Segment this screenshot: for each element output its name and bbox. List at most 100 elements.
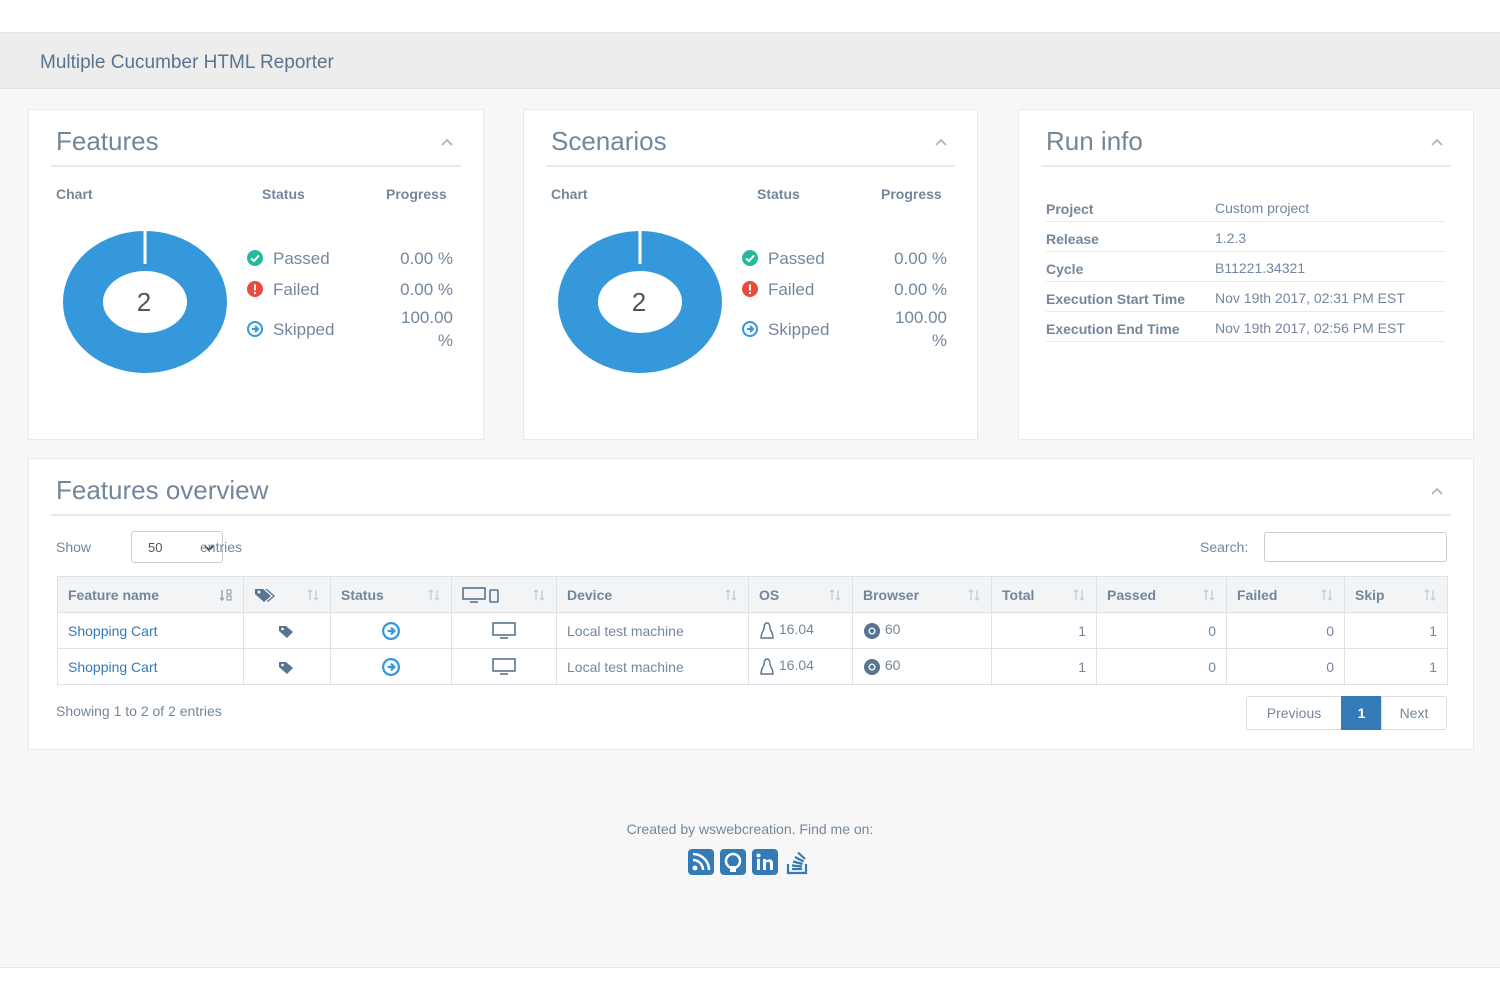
skip-cell: 1 — [1344, 612, 1448, 649]
run-info-value: Nov 19th 2017, 02:31 PM EST — [1215, 290, 1405, 306]
chart-column-header: Chart — [56, 186, 93, 202]
sort-icon — [1073, 589, 1085, 601]
progress-column-header: Progress — [881, 186, 942, 202]
exclamation-circle-icon — [247, 280, 263, 297]
sort-icon — [428, 589, 440, 601]
chevron-up-icon[interactable] — [441, 136, 453, 148]
os-cell: 16.04 — [748, 648, 853, 685]
arrow-circle-right-icon — [382, 657, 400, 676]
linux-icon — [760, 657, 774, 675]
browser-cell: 60 — [852, 612, 992, 649]
run-info-key: Project — [1046, 201, 1094, 217]
arrow-circle-right-icon — [382, 621, 400, 640]
run-info-panel-divider — [1041, 165, 1451, 167]
features-panel-divider — [51, 165, 461, 167]
sort-icon — [533, 589, 545, 601]
column-header-device[interactable]: Device — [556, 576, 749, 613]
skipped-percentage-value: 100.00 — [401, 308, 453, 327]
chevron-up-icon[interactable] — [935, 136, 947, 148]
check-circle-icon — [247, 249, 263, 266]
column-header-os[interactable]: OS — [748, 576, 853, 613]
features-overview-divider — [51, 514, 1451, 516]
failed-cell: 0 — [1226, 648, 1345, 685]
next-page-button[interactable]: Next — [1381, 696, 1447, 730]
scenarios-total-count: 2 — [631, 287, 647, 317]
chrome-icon — [864, 658, 880, 675]
total-cell: 1 — [991, 612, 1097, 649]
sort-icon — [1203, 589, 1215, 601]
run-info-value: B11221.34321 — [1215, 260, 1306, 276]
column-header-label: Feature name — [68, 586, 160, 603]
chevron-down-icon — [204, 545, 214, 552]
passed-status: Passed — [742, 249, 825, 269]
linkedin-icon[interactable] — [752, 849, 778, 875]
scenarios-panel-title: Scenarios — [551, 126, 667, 156]
check-circle-icon — [742, 249, 758, 266]
chevron-up-icon[interactable] — [1431, 136, 1443, 148]
tags-cell — [243, 612, 331, 649]
entries-per-page-value: 50 — [148, 540, 163, 555]
stack-overflow-icon[interactable] — [785, 849, 811, 875]
run-info-key: Cycle — [1046, 261, 1084, 277]
tags-icon — [255, 589, 275, 603]
passed-label: Passed — [273, 249, 330, 268]
run-info-value: 1.2.3 — [1215, 230, 1247, 246]
entries-per-page-select[interactable]: 50 — [131, 531, 223, 563]
table-row: Shopping Cart Local test machine 16.04 6… — [57, 612, 1448, 649]
failed-label: Failed — [768, 280, 815, 299]
passed-percentage: 0.00 % — [400, 249, 453, 268]
footer-text: Created by wswebcreation. Find me on: — [626, 821, 874, 837]
sort-alpha-asc-icon — [219, 589, 232, 601]
feature-link[interactable]: Shopping Cart — [68, 658, 158, 675]
rss-icon[interactable] — [688, 849, 714, 875]
total-cell: 1 — [991, 648, 1097, 685]
column-header-browser[interactable]: Browser — [852, 576, 992, 613]
column-header-skip[interactable]: Skip — [1344, 576, 1448, 613]
feature-name-cell: Shopping Cart — [57, 648, 244, 685]
linux-icon — [760, 621, 774, 639]
navbar: Multiple Cucumber HTML Reporter — [0, 33, 1500, 89]
tags-cell — [243, 648, 331, 685]
arrow-circle-right-icon — [247, 320, 263, 337]
status-cell — [330, 612, 452, 649]
search-input[interactable] — [1264, 532, 1447, 562]
features-overview-panel: Features overview Show 50 entries Search… — [28, 458, 1474, 750]
page-1-button[interactable]: 1 — [1341, 696, 1382, 730]
column-header-status[interactable]: Status — [330, 576, 452, 613]
column-header-device-type[interactable] — [451, 576, 557, 613]
column-header-tags[interactable] — [243, 576, 331, 613]
skipped-percentage-unit: % — [931, 331, 947, 350]
github-icon[interactable] — [720, 849, 746, 875]
table-info: Showing 1 to 2 of 2 entries — [56, 703, 222, 719]
os-version: 16.04 — [778, 657, 814, 674]
run-info-panel-title: Run info — [1046, 126, 1143, 156]
sort-icon — [968, 589, 980, 601]
browser-cell: 60 — [852, 648, 992, 685]
run-info-row-end-time: Execution End Time Nov 19th 2017, 02:56 … — [1046, 312, 1445, 342]
desktop-icon — [492, 621, 516, 639]
sort-icon — [829, 589, 841, 601]
column-header-label: Skip — [1355, 586, 1385, 603]
failed-percentage: 0.00 % — [400, 280, 453, 299]
column-header-total[interactable]: Total — [991, 576, 1097, 613]
features-donut-chart — [63, 230, 227, 373]
entries-label: entries — [200, 539, 243, 555]
column-header-passed[interactable]: Passed — [1096, 576, 1227, 613]
failed-status: Failed — [742, 280, 814, 300]
show-label: Show — [56, 539, 92, 555]
sort-icon — [725, 589, 737, 601]
feature-link[interactable]: Shopping Cart — [68, 622, 158, 639]
skipped-status: Skipped — [742, 320, 829, 340]
failed-label: Failed — [273, 280, 320, 299]
skip-cell: 1 — [1344, 648, 1448, 685]
run-info-value: Custom project — [1215, 200, 1310, 216]
column-header-label: Status — [341, 586, 384, 603]
previous-page-button[interactable]: Previous — [1246, 696, 1342, 730]
features-table: Feature name Status — [57, 576, 1448, 685]
sort-icon — [1321, 589, 1333, 601]
column-header-failed[interactable]: Failed — [1226, 576, 1345, 613]
table-header-row: Feature name Status — [57, 576, 1448, 613]
passed-cell: 0 — [1096, 612, 1227, 649]
column-header-feature-name[interactable]: Feature name — [57, 576, 244, 613]
chevron-up-icon[interactable] — [1431, 485, 1443, 497]
